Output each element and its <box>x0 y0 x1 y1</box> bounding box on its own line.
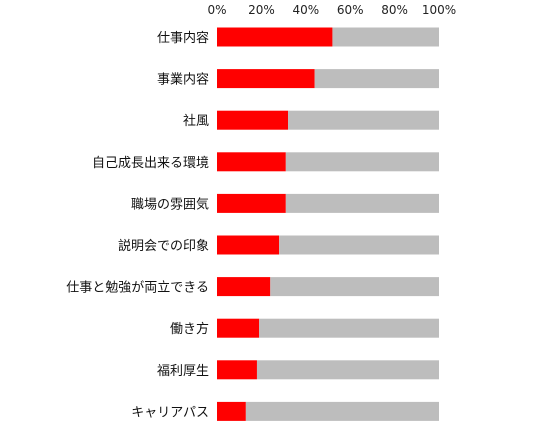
x-tick-label: 20% <box>248 3 275 17</box>
x-tick-label: 0% <box>207 3 226 17</box>
bar-segment-highlight <box>217 360 257 380</box>
bar-segment-highlight <box>217 318 260 338</box>
category-label: 説明会での印象 <box>118 238 209 254</box>
category-label: 職場の雰囲気 <box>131 196 209 212</box>
x-tick-label: 60% <box>337 3 364 17</box>
category-label: 事業内容 <box>157 72 209 88</box>
bar-segment-highlight <box>217 401 246 421</box>
category-label: 福利厚生 <box>157 364 209 379</box>
category-label: 仕事と勉強が両立できる <box>66 281 209 296</box>
x-tick-label: 80% <box>381 3 408 17</box>
bar-segment-remainder <box>332 27 439 47</box>
bar-segment-highlight <box>217 235 280 255</box>
category-label: キャリアパス <box>131 405 209 420</box>
category-label: 働き方 <box>170 321 209 337</box>
bar-segment-remainder <box>270 277 439 297</box>
bar-segment-highlight <box>217 69 315 89</box>
bar-segment-remainder <box>285 193 439 213</box>
x-tick-label: 100% <box>422 3 456 17</box>
bar-segment-remainder <box>314 69 439 89</box>
bar-segment-remainder <box>288 110 439 130</box>
bar-segment-remainder <box>245 401 439 421</box>
bar-segment-remainder <box>259 318 439 338</box>
category-label: 社風 <box>183 113 209 129</box>
x-tick-label: 40% <box>292 3 319 17</box>
bar-segment-highlight <box>217 110 289 130</box>
bar-segment-remainder <box>256 360 439 380</box>
bar-segment-remainder <box>279 235 439 255</box>
category-labels: 仕事内容事業内容社風自己成長出来る環境職場の雰囲気説明会での印象仕事と勉強が両立… <box>66 30 209 420</box>
bar-segment-highlight <box>217 27 333 47</box>
category-label: 仕事内容 <box>157 30 209 46</box>
bar-segment-highlight <box>217 277 271 297</box>
category-label: 自己成長出来る環境 <box>92 156 209 171</box>
bars <box>217 27 439 421</box>
bar-segment-highlight <box>217 152 286 172</box>
bar-segment-remainder <box>285 152 439 172</box>
x-axis-ticks: 0% 20% 40% 60% 80% 100% <box>207 3 456 17</box>
bar-segment-highlight <box>217 193 286 213</box>
